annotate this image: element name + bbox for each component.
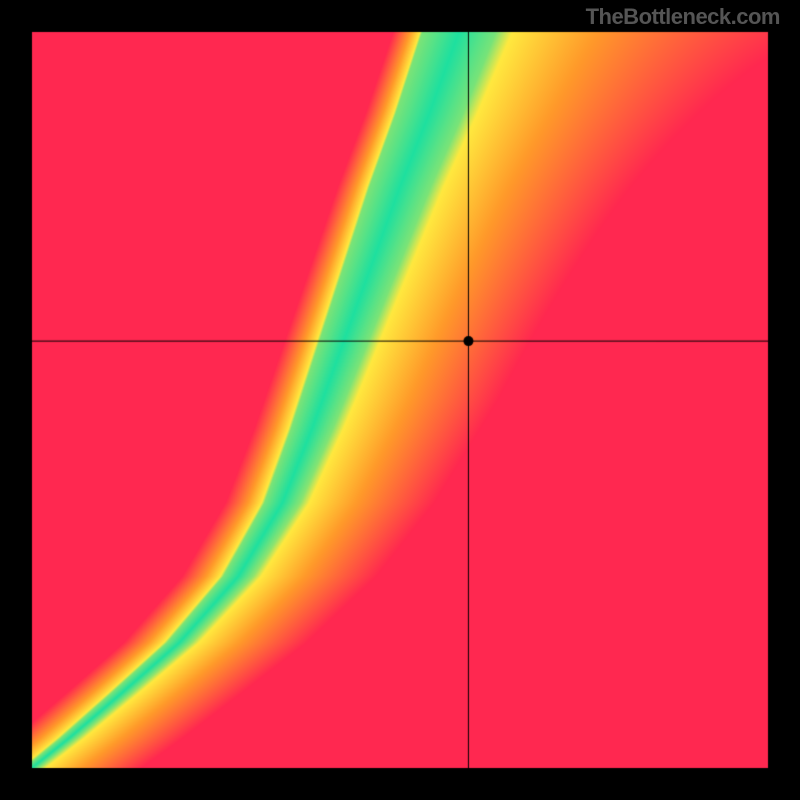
heatmap-plot (0, 0, 800, 800)
attribution-label: TheBottleneck.com (586, 4, 780, 30)
